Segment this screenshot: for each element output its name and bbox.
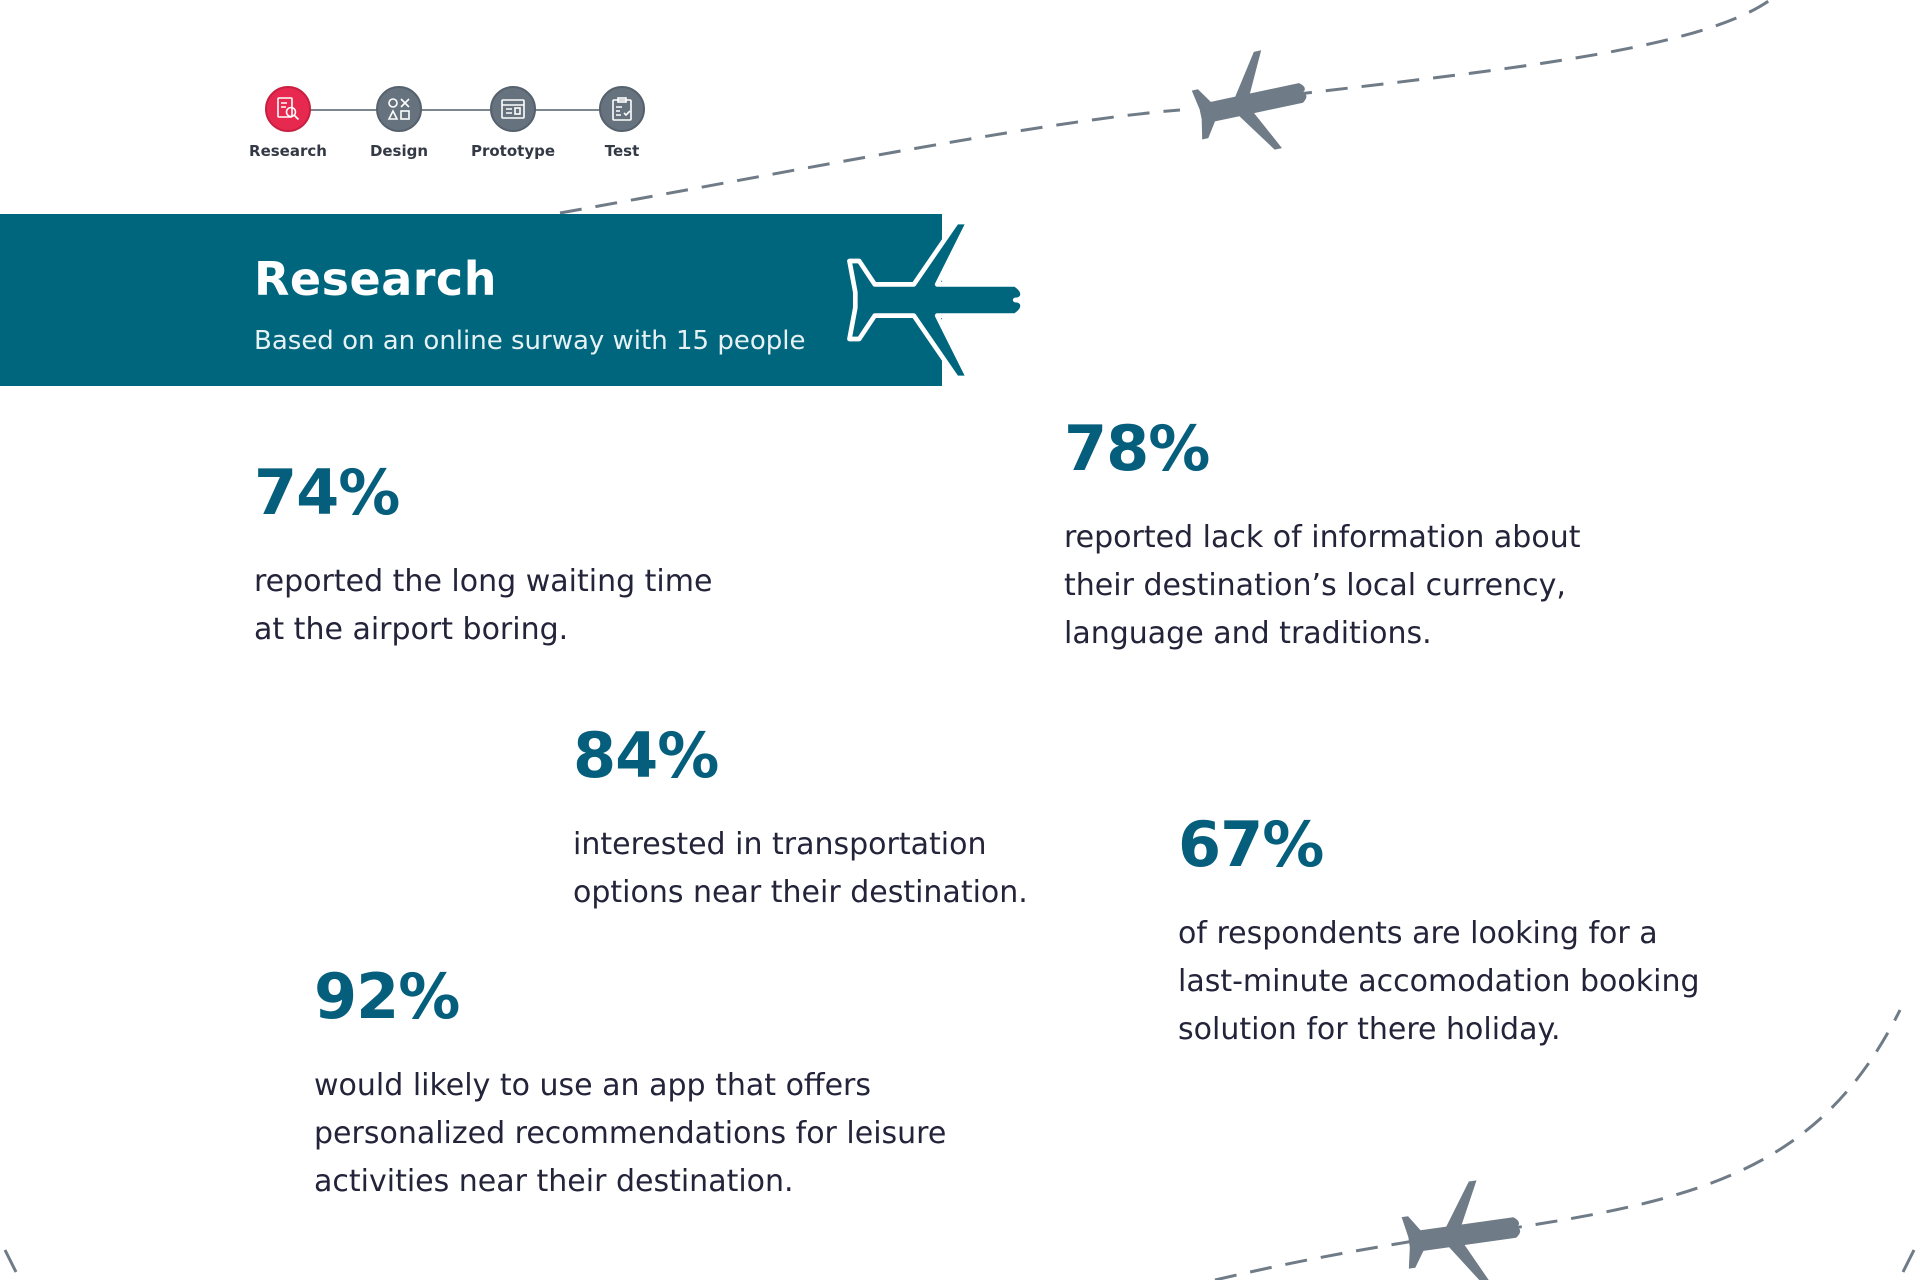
step-design[interactable]: Design <box>339 86 459 160</box>
stat-description: interested in transportation options nea… <box>573 827 1028 910</box>
airplane-icon <box>847 219 1025 381</box>
stat-card: 92% would likely to use an app that offe… <box>314 966 946 1206</box>
stat-value: 74% <box>254 456 400 529</box>
stat-description: reported the long waiting time at the ai… <box>254 564 713 647</box>
stat-card: 74% reported the long waiting time at th… <box>254 462 712 654</box>
step-label-prototype: Prototype <box>470 142 556 160</box>
step-test[interactable]: Test <box>562 86 682 160</box>
stat-card: 78% reported lack of information about t… <box>1064 418 1580 658</box>
stepper-connector <box>288 109 618 111</box>
airplane-icon <box>1186 43 1316 164</box>
stat-card: 84% interested in transportation options… <box>573 725 1028 917</box>
research-banner <box>0 214 1025 386</box>
step-label-test: Test <box>604 142 640 160</box>
section-title: Research <box>254 252 497 306</box>
airplane-icon <box>1398 1175 1527 1280</box>
process-stepper: Research Design Prototype <box>246 86 666 166</box>
stat-description: of respondents are looking for a last-mi… <box>1178 916 1700 1047</box>
step-label-design: Design <box>369 142 429 160</box>
step-label-research: Research <box>249 142 327 160</box>
research-icon <box>265 86 311 132</box>
stat-card: 67% of respondents are looking for a las… <box>1178 814 1700 1054</box>
stat-description: reported lack of information about their… <box>1064 520 1581 651</box>
stat-description: would likely to use an app that offers p… <box>314 1068 947 1199</box>
section-subtitle: Based on an online surway with 15 people <box>254 326 806 356</box>
clipboard-check-icon <box>599 86 645 132</box>
stat-value: 84% <box>573 719 719 792</box>
stat-value: 92% <box>314 960 460 1033</box>
step-prototype[interactable]: Prototype <box>453 86 573 160</box>
shapes-icon <box>376 86 422 132</box>
step-research[interactable]: Research <box>228 86 348 160</box>
stat-value: 78% <box>1064 412 1210 485</box>
stat-value: 67% <box>1178 808 1324 881</box>
browser-window-icon <box>490 86 536 132</box>
